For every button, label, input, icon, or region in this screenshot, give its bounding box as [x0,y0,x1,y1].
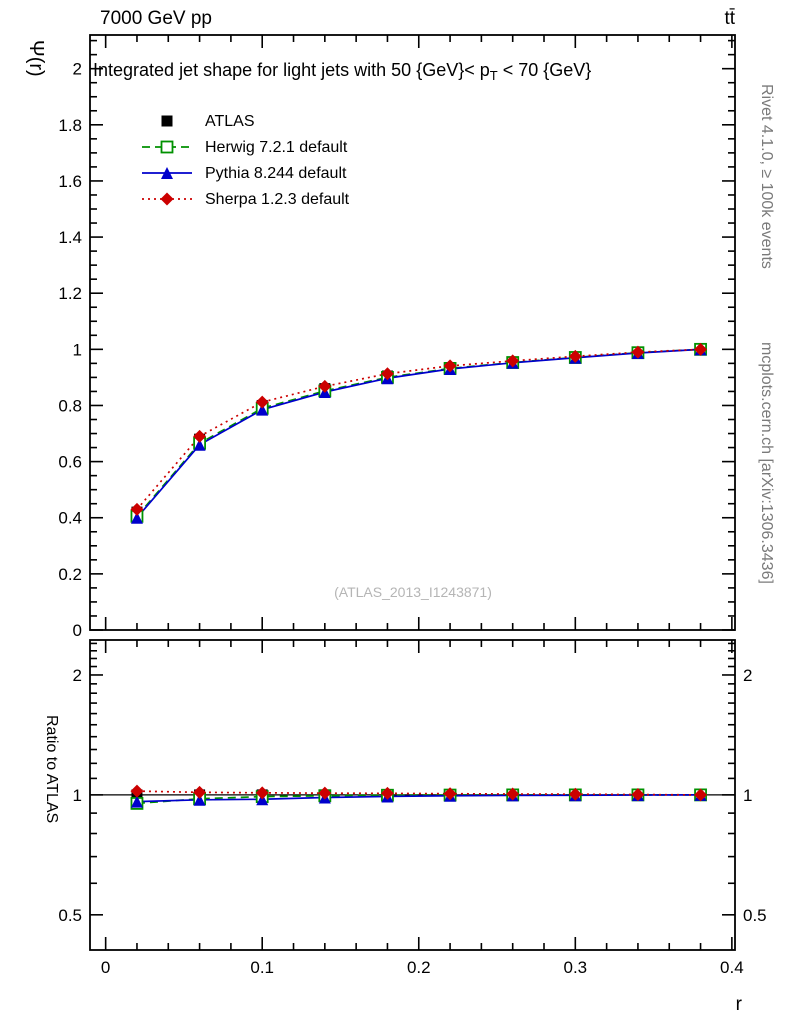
beam-energy-label: 7000 GeV pp [100,8,212,29]
ratio-tick-label: 0.5 [58,906,82,925]
x-tick-label: 0.4 [720,958,744,977]
data-point-sherpa [443,359,457,373]
analysis-id-watermark: (ATLAS_2013_I1243871) [334,584,492,600]
rivet-version-note: Rivet 4.1.0, ≥ 100k events [758,84,775,269]
y-tick-label: 0 [73,621,82,640]
plot-title-pre: Integrated jet shape for light jets with… [93,60,490,80]
axis-tick-labels: 0 0.1 0.2 0.3 0.4 0 0.2 0.4 0.6 0.8 1 1.2 1.4 1.6 1.8 2… [58,60,766,977]
data-point-pythia [256,403,269,416]
series-line-sherpa [136,348,701,510]
data-point-sherpa [631,345,645,359]
main-plot-series [130,342,708,524]
ratio-tick-label: 2 [73,666,82,685]
main-panel-frame [89,34,736,631]
x-tick-label: 0.1 [250,958,274,977]
series-line-pythia [136,348,701,519]
ratio-point-sherpa [631,788,645,802]
ratio-point-sherpa [318,786,332,800]
ratio-point-sherpa [506,787,520,801]
data-point-sherpa [568,349,582,363]
ratio-axis-title: Ratio to ATLAS [43,715,60,823]
data-point-sherpa [318,379,332,393]
ratio-tick-label: 1 [73,786,82,805]
x-axis-title: r [736,994,743,1015]
process-label: tt̄ [724,8,735,29]
data-point-sherpa [193,429,207,443]
data-point-sherpa [255,395,269,409]
plot-title-post: < 70 {GeV} [498,60,592,80]
legend-marker-herwig [160,140,174,154]
ratio-point-pythia [130,795,143,808]
ratio-point-pythia [193,793,206,806]
y-tick-label: 0.4 [58,509,82,528]
ratio-point-sherpa [130,784,144,798]
data-point-pythia [130,511,143,524]
y-tick-label: 0.8 [58,396,82,415]
ratio-point-sherpa [443,787,457,801]
ratio-point-sherpa [380,786,394,800]
y-tick-label: 1 [73,340,82,359]
ratio-tick-label: 0.5 [743,906,767,925]
ratio-plot-series [90,784,735,810]
y-tick-label: 1.6 [58,172,82,191]
data-point-pythia [193,438,206,451]
x-tick-label: 0 [101,958,110,977]
y-tick-label: 2 [73,60,82,79]
ratio-tick-label: 2 [743,666,752,685]
axis-ticks [90,35,735,950]
y-axis-title: Ψ(r) [25,40,47,77]
legend-label-herwig: Herwig 7.2.1 default [205,139,348,156]
y-tick-label: 0.2 [58,565,82,584]
legend-label-pythia: Pythia 8.244 default [205,165,347,182]
plot-title-subscript: T [490,68,498,83]
ratio-panel-frame [89,639,736,951]
legend-markers [142,115,192,206]
legend-label-atlas: ATLAS [205,113,255,130]
ratio-point-sherpa [568,787,582,801]
data-point-sherpa [506,354,520,368]
legend-label-sherpa: Sherpa 1.2.3 default [205,191,350,208]
y-tick-label: 0.6 [58,453,82,472]
y-tick-label: 1.4 [58,228,82,247]
plot-title: Integrated jet shape for light jets with… [93,60,591,83]
mcplots-arxiv-note: mcplots.cern.ch [arXiv:1306.3436] [758,342,775,584]
ratio-point-sherpa [193,785,207,799]
ratio-line-sherpa [136,790,701,796]
x-tick-label: 0.3 [563,958,587,977]
ratio-tick-label: 1 [743,786,752,805]
y-tick-label: 1.8 [58,116,82,135]
legend-marker-pythia [161,167,173,179]
data-point-sherpa [130,502,144,516]
ratio-point-sherpa [255,786,269,800]
legend-marker-atlas [161,115,173,127]
x-tick-label: 0.2 [407,958,431,977]
legend-marker-sherpa [160,192,174,206]
data-point-sherpa [380,367,394,381]
data-point-sherpa [694,342,708,356]
y-tick-label: 1.2 [58,284,82,303]
ratio-point-sherpa [694,788,708,802]
